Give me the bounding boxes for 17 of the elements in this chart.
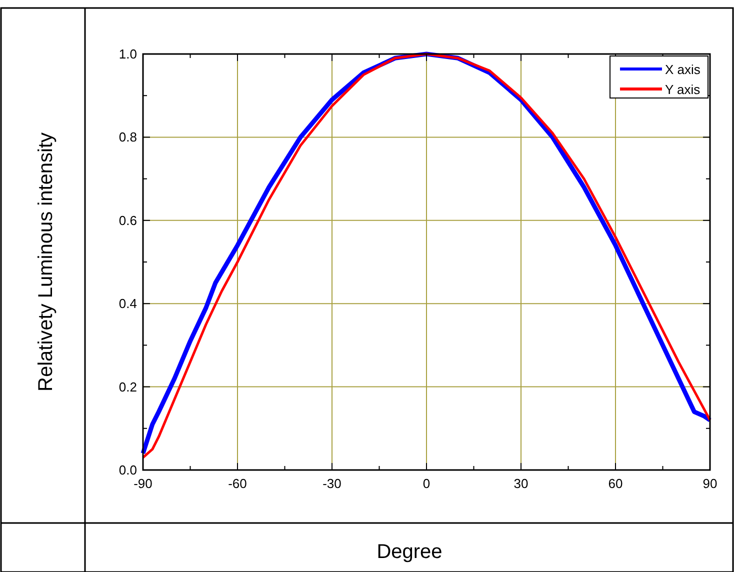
x-tick-label: 60: [608, 476, 623, 491]
x-axis-title: Degree: [376, 541, 442, 563]
y-tick-label: 0.2: [118, 379, 137, 394]
x-tick-label: -60: [228, 476, 247, 491]
x-tick-label: 0: [422, 476, 430, 491]
x-tick-label: 30: [514, 476, 528, 491]
legend-label: Y axis: [665, 82, 701, 97]
text: 0.0: [118, 462, 137, 478]
x-tick-label: 90: [702, 476, 718, 491]
x-tick-label: -30: [322, 476, 342, 491]
y-axis-title: Relativety Luminous intensity: [35, 132, 57, 392]
y-tick-label: 0.6: [118, 212, 137, 228]
y-tick-label: 0.8: [118, 130, 137, 145]
y-tick-label: 1.0: [118, 46, 137, 62]
y-tick-label: 0.4: [118, 296, 137, 312]
legend-label: X axis: [665, 62, 701, 77]
x-tick-label: -90: [134, 476, 152, 491]
